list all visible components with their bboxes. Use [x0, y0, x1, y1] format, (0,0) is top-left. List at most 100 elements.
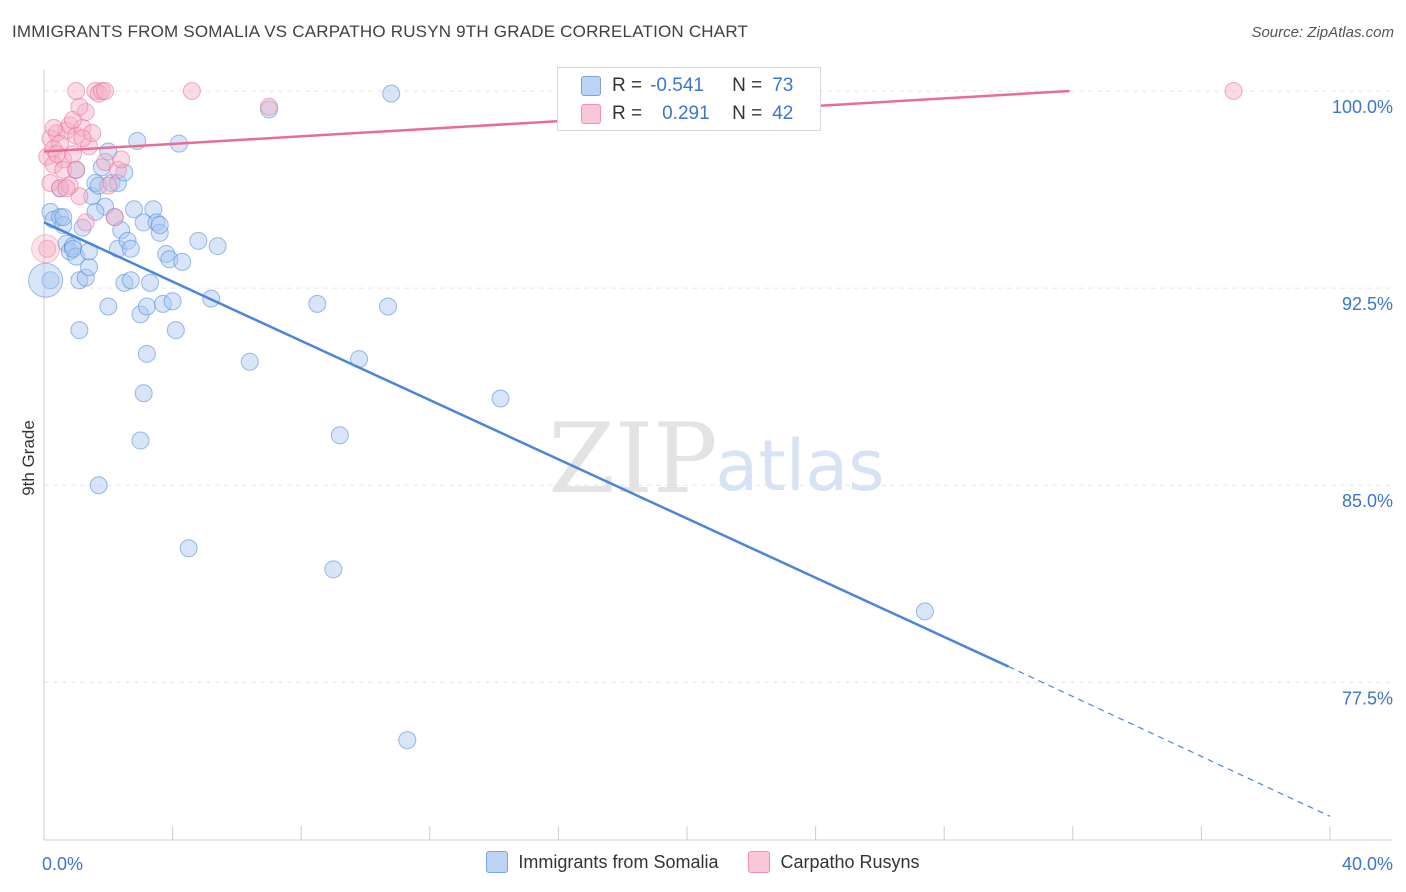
point-rusyn [57, 179, 76, 198]
tick-labels: 77.5% 85.0% 92.5% 100.0% 0.0% 40.0% [42, 97, 1393, 874]
point-rusyn [182, 82, 201, 101]
point-rusyn [73, 118, 92, 137]
point-somalia [73, 218, 92, 237]
legend: Immigrants from Somalia Carpatho Rusyns [0, 851, 1406, 873]
legend-swatch-rusyn [748, 851, 771, 873]
point-rusyn [54, 160, 73, 179]
x-tick-label: 0.0% [42, 854, 83, 874]
point-rusyn [73, 129, 92, 148]
legend-item-rusyn[interactable]: Carpatho Rusyns [748, 851, 920, 873]
point-rusyn [31, 234, 61, 264]
point-somalia [134, 213, 153, 232]
trend-lines [43, 89, 1331, 817]
point-somalia [330, 426, 349, 445]
point-rusyn [44, 118, 63, 137]
point-somalia [76, 268, 95, 287]
stats-box: R = -0.541 N = 73 R = 0.291 N = 42 [557, 67, 821, 131]
point-rusyn [105, 208, 124, 227]
point-somalia [70, 321, 89, 340]
point-somalia [915, 602, 934, 621]
y-tick-label: 92.5% [1342, 294, 1393, 314]
point-somalia [41, 271, 60, 290]
point-somalia [179, 539, 198, 558]
point-somalia [150, 223, 169, 242]
legend-swatch-somalia [486, 851, 509, 873]
point-rusyn [86, 82, 105, 101]
point-rusyn [83, 124, 102, 143]
point-rusyn [99, 176, 118, 195]
point-somalia [102, 174, 121, 193]
legend-item-somalia[interactable]: Immigrants from Somalia [486, 851, 718, 873]
point-somalia [137, 344, 156, 363]
point-somalia [240, 352, 259, 371]
y-axis-label: 9th Grade [19, 420, 38, 496]
trend-line-rusyn [43, 89, 1070, 153]
point-rusyn [38, 239, 57, 258]
point-somalia [189, 231, 208, 250]
point-somalia [308, 294, 327, 313]
point-rusyn [1224, 82, 1243, 101]
axes [43, 70, 1392, 841]
point-somalia [99, 297, 118, 316]
point-rusyn [96, 82, 115, 101]
point-rusyn [63, 145, 82, 164]
point-somalia [163, 292, 182, 311]
legend-label-rusyn: Carpatho Rusyns [780, 851, 920, 872]
stats-n-label: N = [732, 75, 763, 96]
stats-n-value: 42 [772, 103, 794, 124]
point-rusyn [96, 152, 115, 171]
point-somalia [28, 262, 64, 298]
point-somalia [80, 258, 99, 277]
point-somalia [324, 560, 343, 579]
watermark: ZIP atlas [548, 403, 884, 515]
point-somalia [379, 297, 398, 316]
point-somalia [134, 384, 153, 403]
point-rusyn [47, 145, 66, 164]
source-label: Source: ZipAtlas.com [1251, 24, 1394, 41]
point-somalia [382, 84, 401, 103]
watermark-zip: ZIP [548, 403, 717, 515]
stats-n-label: N = [732, 103, 763, 124]
point-somalia [173, 252, 192, 271]
point-somalia [141, 273, 160, 292]
point-somalia [121, 271, 140, 290]
stats-r-value: -0.541 [650, 75, 704, 96]
stats-n-value: 73 [772, 75, 794, 96]
point-somalia [491, 389, 510, 408]
chart-title: IMMIGRANTS FROM SOMALIA VS CARPATHO RUSY… [12, 22, 749, 41]
stats-swatch-somalia [581, 76, 601, 96]
point-rusyn [67, 82, 86, 101]
data-points [28, 82, 1243, 750]
point-somalia [131, 431, 150, 450]
point-somalia [125, 200, 144, 219]
grid-lines [44, 90, 1392, 683]
stats-r-value: 0.291 [662, 103, 710, 124]
point-somalia [398, 731, 417, 750]
point-somalia [121, 239, 140, 258]
stats-row-rusyn: R = 0.291 N = 42 [581, 100, 794, 128]
point-somalia [92, 158, 111, 177]
point-somalia [166, 321, 185, 340]
x-tick-label: 40.0% [1342, 854, 1393, 874]
y-tick-label: 100.0% [1332, 97, 1393, 117]
point-somalia [89, 476, 108, 495]
point-somalia [147, 213, 166, 232]
point-rusyn [70, 97, 89, 116]
point-rusyn [60, 176, 79, 195]
watermark-atlas: atlas [715, 425, 884, 507]
point-rusyn [51, 134, 70, 153]
point-somalia [150, 216, 169, 235]
point-somalia [54, 208, 73, 227]
y-tick-label: 77.5% [1342, 688, 1393, 708]
point-rusyn [44, 155, 63, 174]
point-rusyn [112, 150, 131, 169]
point-rusyn [41, 174, 60, 193]
point-rusyn [67, 160, 86, 179]
point-rusyn [260, 97, 279, 116]
point-rusyn [63, 110, 82, 129]
stats-row-somalia: R = -0.541 N = 73 [581, 72, 794, 100]
legend-label-somalia: Immigrants from Somalia [518, 851, 719, 872]
stats-swatch-rusyn [581, 104, 601, 124]
y-tick-label: 85.0% [1342, 491, 1393, 511]
